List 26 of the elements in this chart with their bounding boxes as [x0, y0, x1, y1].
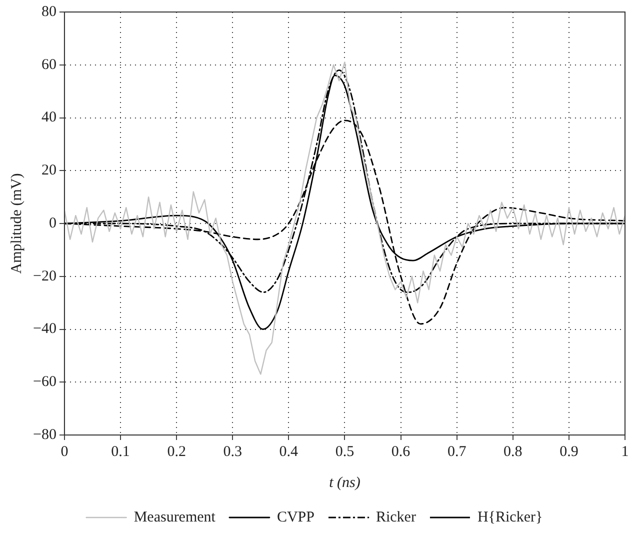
x-tick-label: 0.6 — [391, 444, 411, 460]
y-tick-label: −40 — [32, 321, 56, 338]
x-tick-label: 0.3 — [223, 444, 242, 460]
x-axis-title: t (ns) — [329, 474, 360, 491]
y-tick-label: −20 — [32, 268, 56, 284]
legend-label: CVPP — [276, 509, 314, 526]
y-tick-label: 0 — [48, 215, 56, 232]
legend-label: H{Ricker} — [477, 509, 543, 526]
legend-label: Measurement — [134, 509, 216, 526]
y-tick-label: −80 — [32, 426, 56, 443]
y-tick-label: −60 — [32, 374, 56, 390]
x-tick-label: 0 — [60, 444, 68, 460]
x-tick-label: 0.5 — [335, 444, 354, 460]
y-tick-label: 40 — [41, 110, 56, 126]
x-tick-label: 0.9 — [560, 444, 578, 460]
legend-label: Ricker — [376, 509, 416, 526]
y-axis-title: Amplitude (mV) — [8, 173, 25, 274]
x-tick-label: 0.7 — [447, 444, 467, 460]
x-tick-label: 0.2 — [167, 444, 186, 460]
x-tick-label: 0.8 — [504, 444, 522, 460]
x-tick-label: 0.4 — [279, 444, 299, 460]
y-tick-label: 20 — [41, 162, 56, 179]
x-tick-label: 1 — [621, 444, 629, 460]
y-tick-label: 80 — [41, 4, 56, 20]
x-tick-label: 0.1 — [111, 444, 130, 460]
y-tick-label: 60 — [41, 56, 56, 73]
